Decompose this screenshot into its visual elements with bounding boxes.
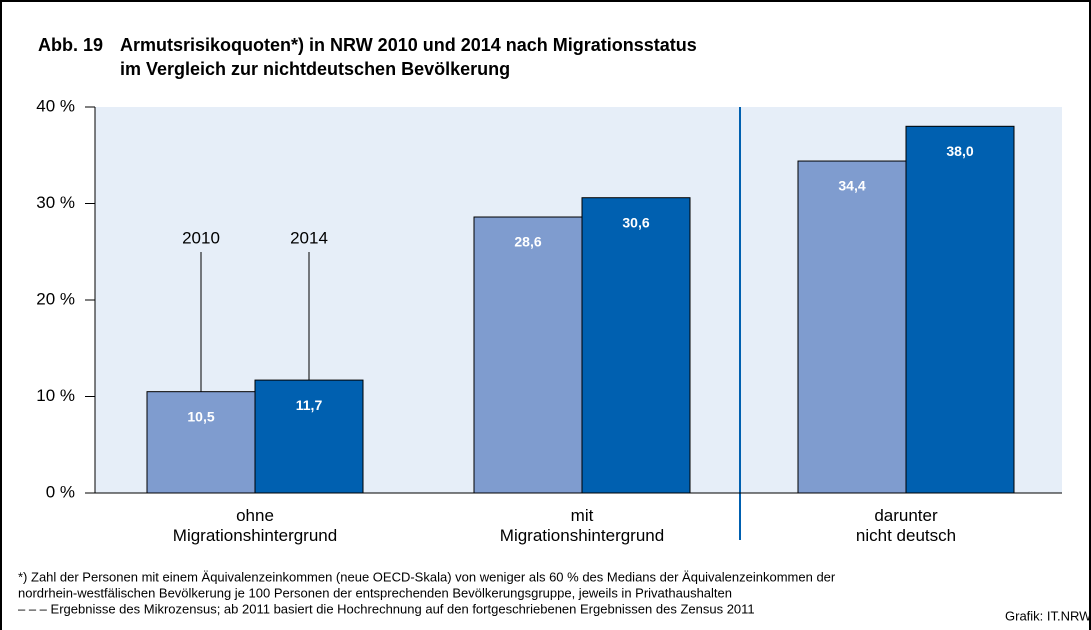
source: Grafik: IT.NRW (1005, 608, 1091, 623)
data-label: 28,6 (514, 234, 541, 250)
bar (581, 197, 691, 494)
bar (473, 216, 583, 494)
footnote: nordrhein-westfälischen Bevölkerung je 1… (18, 585, 732, 600)
legend-label: 2014 (290, 228, 328, 247)
data-label: 30,6 (622, 214, 649, 230)
chart-title: Armutsrisikoquoten*) in NRW 2010 und 201… (120, 35, 697, 55)
y-tick-label: 40 % (36, 96, 75, 115)
y-tick-label: 0 % (46, 482, 75, 501)
data-label: 11,7 (296, 397, 323, 413)
y-tick-label: 30 % (36, 193, 75, 212)
data-label: 10,5 (187, 408, 214, 424)
bar (797, 160, 907, 494)
chart-title: im Vergleich zur nichtdeutschen Bevölker… (120, 59, 510, 79)
x-tick-label: darunter nicht deutsch (855, 506, 957, 545)
footnote: *) Zahl der Personen mit einem Äquivalen… (18, 569, 836, 584)
x-tick-label: ohne Migrationshintergrund (172, 506, 338, 545)
legend-label: 2010 (182, 228, 220, 247)
y-tick-label: 20 % (36, 289, 75, 308)
footnote: – – – Ergebnisse des Mikrozensus; ab 201… (18, 601, 755, 616)
y-tick-label: 10 % (36, 386, 75, 405)
data-label: 34,4 (838, 178, 865, 194)
x-tick-label: mit Migrationshintergrund (499, 506, 665, 545)
data-label: 38,0 (946, 143, 973, 159)
bar (146, 391, 256, 494)
figure-label: Abb. 19 (38, 35, 103, 55)
bar (905, 125, 1015, 494)
